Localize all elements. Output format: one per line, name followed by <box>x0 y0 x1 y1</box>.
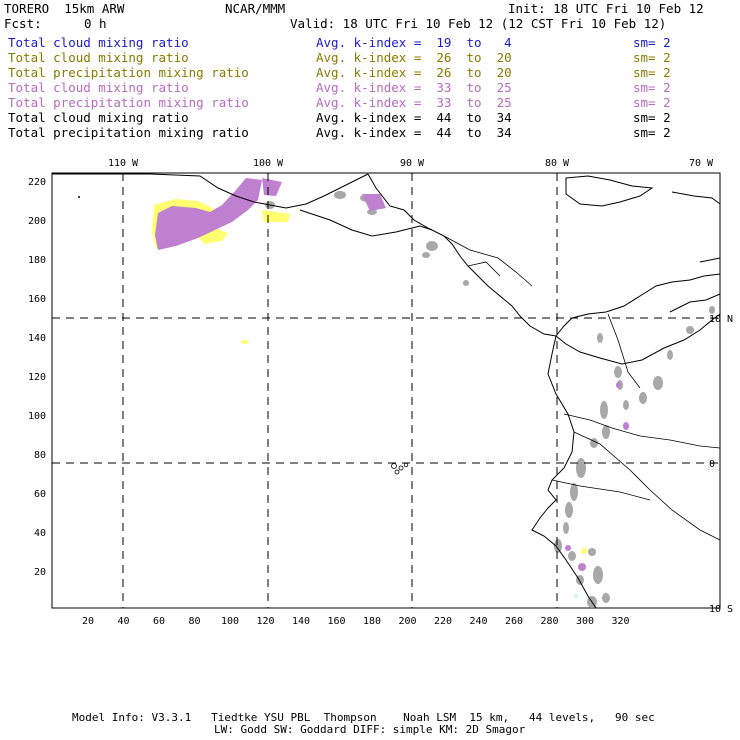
x-tick-label: 140 <box>292 616 310 627</box>
longitude-labels: 110 W 100 W 90 W 80 W 70 W <box>108 158 714 169</box>
x-tick-label: 320 <box>611 616 629 627</box>
y-axis-ticks: 220 200 180 160 140 120 100 80 60 40 20 <box>28 177 46 578</box>
x-tick-label: 280 <box>540 616 558 627</box>
x-tick-label: 120 <box>256 616 274 627</box>
footer-model-info: Model Info: V3.3.1 Tiedtke YSU PBL Thomp… <box>72 711 655 724</box>
map-frame <box>51 172 721 609</box>
legend-field-name: Total precipitation mixing ratio <box>8 125 249 140</box>
legend-kindex-range: Avg. k-index = 26 to 20 <box>316 65 512 80</box>
longitude-label: 80 W <box>545 158 570 169</box>
legend-field-name: Total cloud mixing ratio <box>8 80 189 95</box>
legend-kindex-range: Avg. k-index = 33 to 25 <box>316 95 512 110</box>
legend-smoothing: sm= 2 <box>633 80 671 95</box>
legend-kindex-range: Avg. k-index = 26 to 20 <box>316 50 512 65</box>
graticule <box>52 173 720 608</box>
x-tick-label: 300 <box>576 616 594 627</box>
longitude-label: 110 W <box>108 158 139 169</box>
legend-kindex-range: Avg. k-index = 44 to 34 <box>316 110 512 125</box>
legend-kindex-range: Avg. k-index = 44 to 34 <box>316 125 512 140</box>
latitude-label: 10 S <box>709 604 733 615</box>
latitude-label: 10 N <box>709 314 733 325</box>
x-tick-label: 40 <box>117 616 129 627</box>
borders <box>443 235 721 541</box>
x-tick-label: 20 <box>82 616 94 627</box>
legend-kindex-range: Avg. k-index = 19 to 4 <box>316 35 512 50</box>
legend-smoothing: sm= 2 <box>633 110 671 125</box>
y-tick-label: 100 <box>28 411 46 422</box>
x-axis-ticks: 20 40 60 80 100 120 140 160 180 200 220 240 260 280 30… <box>82 616 630 627</box>
y-tick-label: 180 <box>28 255 46 266</box>
longitude-label: 70 W <box>689 158 714 169</box>
x-tick-label: 160 <box>327 616 345 627</box>
latitude-labels: 10 N 0 10 S <box>709 314 733 615</box>
legend-smoothing: sm= 2 <box>633 35 671 50</box>
y-tick-label: 220 <box>28 177 46 188</box>
x-tick-label: 60 <box>153 616 165 627</box>
map-panel: 110 W 100 W 90 W 80 W 70 W 10 N 0 10 S 20 40 60 8… <box>28 158 733 627</box>
organization: NCAR/MMM <box>225 1 286 16</box>
y-tick-label: 40 <box>34 528 46 539</box>
longitude-label: 100 W <box>253 158 284 169</box>
y-tick-label: 140 <box>28 333 46 344</box>
y-tick-label: 80 <box>34 450 46 461</box>
legend-kindex-range: Avg. k-index = 33 to 25 <box>316 80 512 95</box>
x-tick-label: 180 <box>363 616 381 627</box>
legend-field-name: Total precipitation mixing ratio <box>8 65 249 80</box>
y-tick-label: 120 <box>28 372 46 383</box>
x-tick-label: 200 <box>398 616 416 627</box>
x-tick-label: 80 <box>188 616 200 627</box>
x-tick-label: 220 <box>434 616 452 627</box>
cyan-cloud-area <box>574 594 578 598</box>
coastlines <box>52 173 721 609</box>
legend-field-name: Total cloud mixing ratio <box>8 50 189 65</box>
forecast-label: Fcst: <box>4 16 42 31</box>
legend-field-name: Total cloud mixing ratio <box>8 35 189 50</box>
y-tick-label: 200 <box>28 216 46 227</box>
legend-field-name: Total cloud mixing ratio <box>8 110 189 125</box>
x-tick-label: 260 <box>505 616 523 627</box>
legend-smoothing: sm= 2 <box>633 95 671 110</box>
y-tick-label: 60 <box>34 489 46 500</box>
x-tick-label: 100 <box>221 616 239 627</box>
x-tick-label: 240 <box>469 616 487 627</box>
y-tick-label: 20 <box>34 567 46 578</box>
longitude-label: 90 W <box>400 158 425 169</box>
legend-smoothing: sm= 2 <box>633 50 671 65</box>
forecast-hour: 0 h <box>84 16 107 31</box>
init-time: Init: 18 UTC Fri 10 Feb 12 <box>508 1 704 16</box>
footer-physics-info: LW: Godd SW: Goddard DIFF: simple KM: 2D… <box>214 723 526 736</box>
valid-time: Valid: 18 UTC Fri 10 Feb 12 (12 CST Fri … <box>290 16 667 31</box>
y-tick-label: 160 <box>28 294 46 305</box>
legend-field-name: Total precipitation mixing ratio <box>8 95 249 110</box>
model-name: TORERO 15km ARW <box>4 1 125 16</box>
legend-smoothing: sm= 2 <box>633 65 671 80</box>
legend-smoothing: sm= 2 <box>633 125 671 140</box>
latitude-label: 0 <box>709 459 715 470</box>
